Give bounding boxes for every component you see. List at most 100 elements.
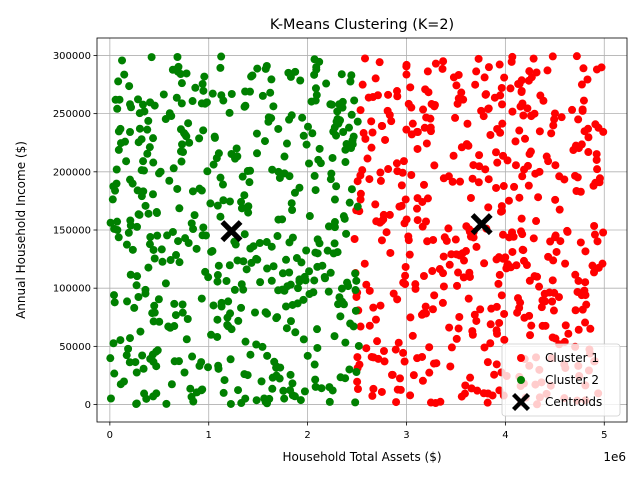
scatter-point — [169, 164, 178, 173]
scatter-point — [311, 382, 320, 391]
scatter-point — [551, 195, 560, 204]
scatter-point — [224, 297, 233, 306]
scatter-point — [472, 316, 481, 325]
scatter-point — [152, 209, 161, 218]
scatter-point — [531, 169, 540, 178]
scatter-point — [468, 174, 477, 183]
scatter-point — [430, 161, 439, 170]
scatter-point — [365, 175, 374, 184]
scatter-point — [428, 267, 437, 276]
scatter-point — [166, 256, 175, 265]
scatter-point — [591, 120, 600, 129]
scatter-point — [499, 182, 508, 191]
scatter-point — [483, 398, 492, 407]
scatter-point — [146, 98, 155, 107]
scatter-point — [296, 76, 305, 85]
data-points — [106, 52, 608, 409]
scatter-point — [472, 67, 481, 76]
scatter-point — [280, 152, 289, 161]
scatter-point — [145, 143, 154, 152]
scatter-point — [574, 115, 583, 124]
scatter-point — [116, 380, 125, 389]
scatter-point — [312, 65, 321, 74]
scatter-point — [347, 185, 356, 194]
scatter-point — [527, 73, 536, 82]
scatter-point — [466, 193, 475, 202]
scatter-point — [300, 387, 309, 396]
scatter-point — [208, 247, 217, 256]
scatter-point — [197, 386, 206, 395]
scatter-point — [268, 384, 277, 393]
scatter-point — [497, 83, 506, 92]
scatter-point — [186, 384, 195, 393]
x-tick-label: 3 — [403, 430, 409, 441]
scatter-point — [517, 214, 526, 223]
scatter-point — [358, 166, 367, 175]
scatter-point — [198, 231, 207, 240]
scatter-point — [438, 298, 447, 307]
scatter-point — [183, 315, 192, 324]
scatter-point — [452, 81, 461, 90]
scatter-point — [237, 204, 246, 213]
scatter-point — [341, 145, 350, 154]
scatter-point — [118, 56, 127, 65]
scatter-point — [200, 72, 209, 81]
scatter-point — [412, 204, 421, 213]
scatter-point — [109, 339, 118, 348]
scatter-point — [240, 230, 249, 239]
scatter-point — [556, 237, 565, 246]
scatter-point — [401, 271, 410, 280]
scatter-point — [217, 52, 226, 61]
scatter-point — [555, 205, 564, 214]
scatter-point — [152, 389, 161, 398]
scatter-point — [295, 275, 304, 284]
scatter-point — [395, 202, 404, 211]
scatter-point — [148, 190, 157, 199]
scatter-point — [393, 385, 402, 394]
scatter-point — [496, 91, 505, 100]
scatter-point — [454, 324, 463, 333]
scatter-point — [417, 310, 426, 319]
scatter-point — [548, 276, 557, 285]
scatter-point — [527, 321, 536, 330]
scatter-point — [214, 364, 223, 373]
scatter-point — [526, 147, 535, 156]
scatter-point — [402, 215, 411, 224]
scatter-point — [348, 136, 357, 145]
scatter-point — [393, 87, 402, 96]
scatter-point — [449, 151, 458, 160]
scatter-point — [365, 286, 374, 295]
scatter-point — [499, 230, 508, 239]
scatter-point — [375, 58, 384, 67]
scatter-point — [324, 287, 333, 296]
scatter-point — [493, 158, 502, 167]
scatter-point — [109, 182, 118, 191]
scatter-point — [574, 276, 583, 285]
scatter-point — [481, 165, 490, 174]
scatter-point — [510, 182, 519, 191]
scatter-point — [369, 353, 378, 362]
scatter-point — [476, 305, 485, 314]
scatter-point — [330, 218, 339, 227]
scatter-point — [413, 194, 422, 203]
scatter-point — [159, 90, 168, 99]
scatter-point — [548, 297, 557, 306]
scatter-point — [395, 374, 404, 383]
scatter-point — [204, 363, 213, 372]
scatter-point — [241, 87, 250, 96]
scatter-point — [311, 186, 320, 195]
scatter-point — [388, 370, 397, 379]
scatter-point — [355, 360, 364, 369]
scatter-point — [518, 172, 527, 181]
scatter-point — [253, 149, 262, 158]
scatter-point — [544, 157, 553, 166]
scatter-point — [584, 148, 593, 157]
scatter-point — [176, 147, 185, 156]
scatter-point — [258, 91, 267, 100]
scatter-point — [486, 339, 495, 348]
scatter-point — [192, 244, 201, 253]
scatter-point — [361, 134, 370, 143]
scatter-point — [379, 215, 388, 224]
scatter-point — [519, 256, 528, 265]
scatter-point — [322, 79, 331, 88]
